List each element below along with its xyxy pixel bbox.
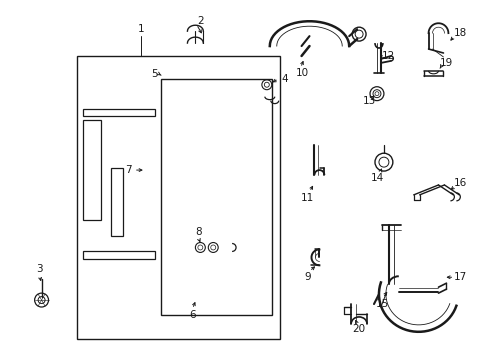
Bar xyxy=(77,56,279,339)
Bar xyxy=(83,251,154,260)
Text: 5: 5 xyxy=(151,69,158,79)
Text: 7: 7 xyxy=(125,165,132,175)
Text: 2: 2 xyxy=(197,16,203,26)
Text: 8: 8 xyxy=(195,226,201,237)
Text: 3: 3 xyxy=(36,264,43,274)
Text: 9: 9 xyxy=(304,272,310,282)
Text: 12: 12 xyxy=(382,51,395,61)
Text: 14: 14 xyxy=(369,173,383,183)
Text: 6: 6 xyxy=(189,310,195,320)
Text: 20: 20 xyxy=(352,324,365,334)
Bar xyxy=(83,109,154,117)
Text: 1: 1 xyxy=(137,24,144,34)
Text: 13: 13 xyxy=(362,96,375,105)
Bar xyxy=(83,121,101,220)
Text: 15: 15 xyxy=(376,299,389,309)
Bar xyxy=(161,79,271,315)
Text: 10: 10 xyxy=(295,68,308,78)
Text: 11: 11 xyxy=(300,193,313,203)
Text: 19: 19 xyxy=(439,58,452,68)
Text: 16: 16 xyxy=(453,178,466,188)
Text: 4: 4 xyxy=(281,74,287,84)
Text: 18: 18 xyxy=(453,28,466,38)
Text: 17: 17 xyxy=(453,272,466,282)
Bar xyxy=(111,168,122,235)
